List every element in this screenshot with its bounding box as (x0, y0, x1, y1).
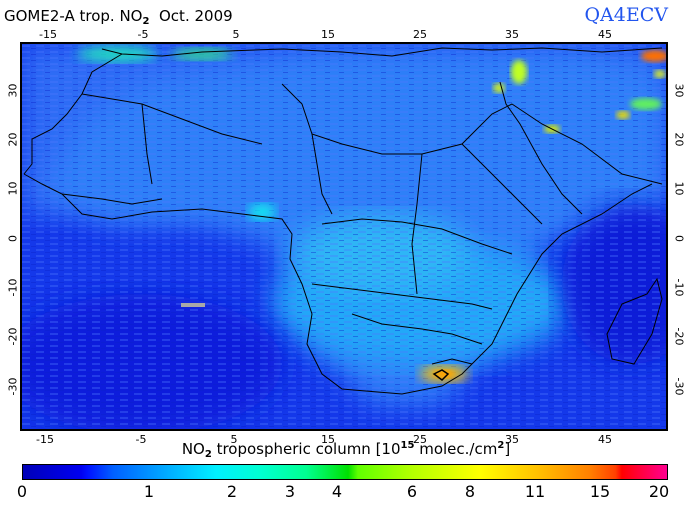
x-tick-top: 35 (505, 28, 519, 41)
chart-title: GOME2-A trop. NO2 Oct. 2009 (4, 7, 233, 27)
x-tick-bottom: 5 (230, 433, 238, 446)
colorbar (22, 464, 668, 480)
x-tick-bottom: -15 (36, 433, 54, 446)
colorbar-tick: 4 (331, 482, 343, 501)
x-tick-top: -5 (137, 28, 149, 41)
x-tick-top: 45 (598, 28, 612, 41)
y-tick-right: 10 (672, 181, 686, 196)
x-tick-top: 15 (321, 28, 335, 41)
y-tick-left: 0 (6, 235, 20, 242)
y-tick-left: 20 (6, 132, 20, 147)
y-tick-left: -10 (6, 278, 20, 297)
y-tick-left: -20 (6, 327, 20, 346)
y-tick-right: 20 (672, 132, 686, 147)
colorbar-tick: 11 (524, 482, 546, 501)
colorbar-label: NO2 tropospheric column [1015 molec./cm2… (181, 440, 511, 460)
colorbar-tick: 8 (464, 482, 476, 501)
colorbar-tick: 20 (648, 482, 670, 501)
x-tick-bottom: 25 (413, 433, 427, 446)
x-tick-bottom: 45 (598, 433, 612, 446)
y-tick-right: -20 (672, 327, 686, 346)
y-tick-right: -30 (672, 377, 686, 396)
x-tick-bottom: -5 (135, 433, 147, 446)
y-tick-right: 30 (672, 83, 686, 98)
y-tick-left: 30 (6, 83, 20, 98)
y-tick-right: 0 (672, 235, 686, 242)
y-tick-left: -30 (6, 377, 20, 396)
x-tick-bottom: 35 (505, 433, 519, 446)
x-tick-top: 5 (232, 28, 240, 41)
x-tick-bottom: 15 (321, 433, 335, 446)
map-heatmap (22, 44, 666, 429)
colorbar-tick: 1 (143, 482, 155, 501)
colorbar-tick: 6 (406, 482, 418, 501)
no2-map (20, 42, 668, 431)
x-tick-top: 25 (413, 28, 427, 41)
y-tick-left: 10 (6, 181, 20, 196)
brand-logo-text: QA4ECV (584, 4, 668, 26)
colorbar-tick: 3 (284, 482, 296, 501)
colorbar-tick: 0 (16, 482, 28, 501)
x-tick-top: -15 (39, 28, 57, 41)
y-tick-right: -10 (672, 278, 686, 297)
colorbar-tick: 2 (226, 482, 238, 501)
colorbar-tick: 15 (589, 482, 611, 501)
